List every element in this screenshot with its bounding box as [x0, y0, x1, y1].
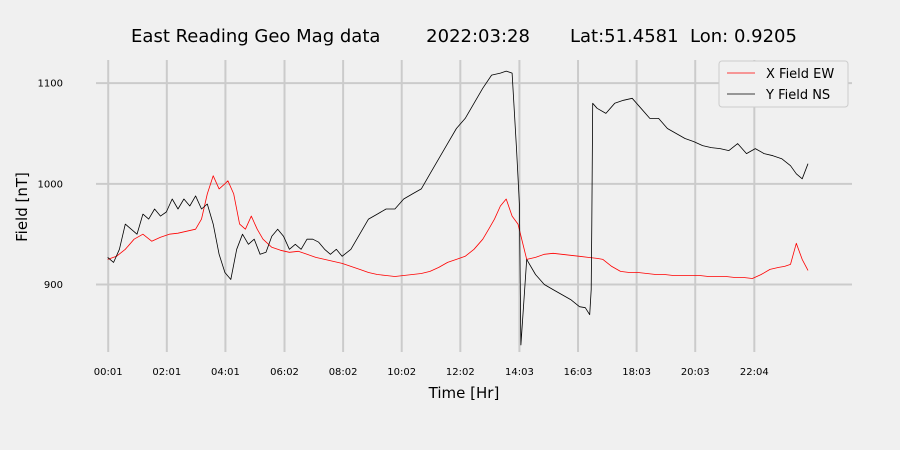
- x-tick-label: 10:02: [387, 367, 416, 378]
- legend-label-y-field: Y Field NS: [765, 88, 830, 103]
- x-tick-label: 06:02: [270, 367, 299, 378]
- x-tick-label: 04:01: [211, 367, 240, 378]
- x-tick-label: 22:04: [740, 367, 769, 378]
- x-axis-label: Time [Hr]: [428, 384, 500, 402]
- legend-box: [718, 60, 849, 108]
- x-tick-label: 02:01: [152, 367, 181, 378]
- chart-title: East Reading Geo Mag data 2022:03:28 Lat…: [131, 26, 797, 47]
- y-tick-label: 900: [44, 280, 63, 291]
- grid: [96, 60, 852, 352]
- x-tick-label: 14:03: [505, 367, 534, 378]
- x-tick-label: 00:01: [94, 367, 123, 378]
- series-layer: [107, 70, 809, 346]
- x-tick-label: 20:03: [681, 367, 710, 378]
- x-tick-label: 16:03: [564, 367, 593, 378]
- x-tick-label: 18:03: [622, 367, 651, 378]
- series-line-x-field-ew: [107, 175, 809, 279]
- y-tick-label: 1100: [38, 79, 63, 90]
- series-line-y-field-ns: [107, 70, 809, 346]
- legend: X Field EW Y Field NS: [718, 60, 849, 108]
- legend-label-x-field: X Field EW: [766, 67, 834, 82]
- y-tick-label: 1000: [38, 179, 63, 190]
- y-axis-label: Field [nT]: [13, 172, 31, 242]
- tick-labels: 00:01 02:01 04:01 06:02 08:02 10:02 12:02 14:03…: [38, 79, 769, 378]
- x-tick-label: 08:02: [329, 367, 358, 378]
- x-tick-label: 12:02: [446, 367, 475, 378]
